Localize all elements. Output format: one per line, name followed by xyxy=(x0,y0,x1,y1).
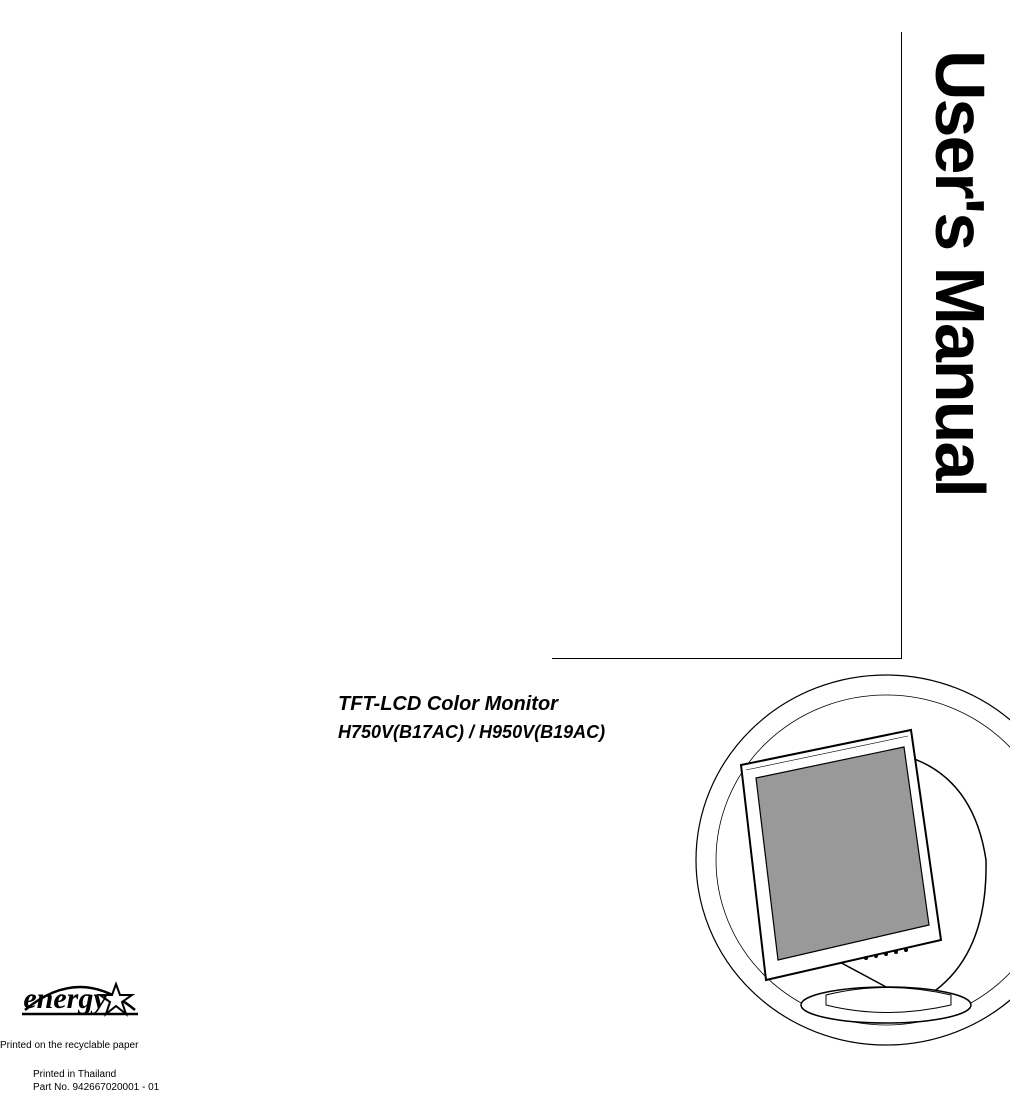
printed-in: Printed in Thailand xyxy=(33,1068,159,1081)
divider-vertical xyxy=(901,32,902,658)
product-title: TFT-LCD Color Monitor xyxy=(338,693,558,716)
divider-horizontal xyxy=(552,658,902,659)
vertical-title: User's Manual xyxy=(920,50,1000,496)
model-line: H750V(B17AC) / H950V(B19AC) xyxy=(338,722,605,743)
print-info: Printed in Thailand Part No. 94266702000… xyxy=(33,1068,159,1094)
part-number: Part No. 942667020001 - 01 xyxy=(33,1081,159,1094)
energy-star-logo: energy xyxy=(20,962,140,1032)
energy-text: energy xyxy=(23,982,107,1015)
monitor-illustration xyxy=(676,660,1010,1060)
recyclable-note: Printed on the recyclable paper xyxy=(0,1040,138,1051)
